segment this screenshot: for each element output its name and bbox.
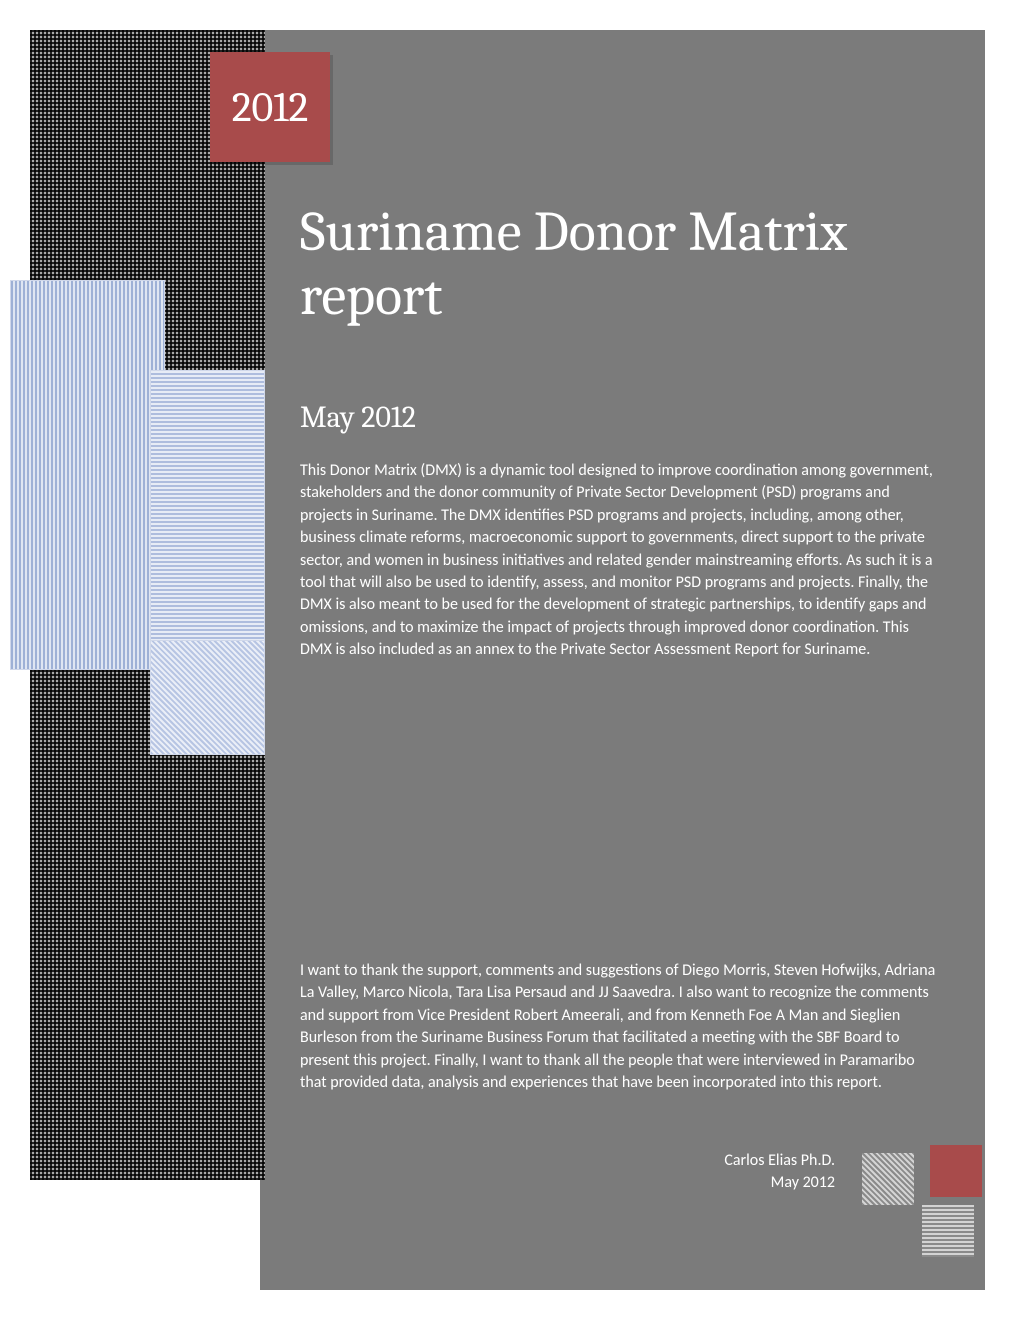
author-block: Carlos Elias Ph.D. May 2012 bbox=[585, 1150, 835, 1193]
deco-square-gray-1 bbox=[862, 1153, 914, 1205]
year-badge: 2012 bbox=[210, 52, 330, 162]
blue-square-medium bbox=[150, 370, 265, 660]
acknowledgements-paragraph: I want to thank the support, comments an… bbox=[300, 960, 940, 1094]
deco-square-red bbox=[930, 1145, 982, 1197]
deco-square-gray-2 bbox=[922, 1205, 974, 1257]
author-name: Carlos Elias Ph.D. bbox=[585, 1150, 835, 1172]
cover-page: 2012 Suriname Donor Matrix report May 20… bbox=[0, 0, 1020, 1320]
author-date: May 2012 bbox=[585, 1172, 835, 1194]
blue-square-small bbox=[150, 640, 265, 755]
abstract-paragraph: This Donor Matrix (DMX) is a dynamic too… bbox=[300, 460, 940, 662]
blue-square-large bbox=[10, 280, 165, 670]
document-subtitle-date: May 2012 bbox=[300, 400, 940, 435]
bottom-right-decoration bbox=[862, 1145, 982, 1265]
document-title: Suriname Donor Matrix report bbox=[300, 200, 940, 329]
